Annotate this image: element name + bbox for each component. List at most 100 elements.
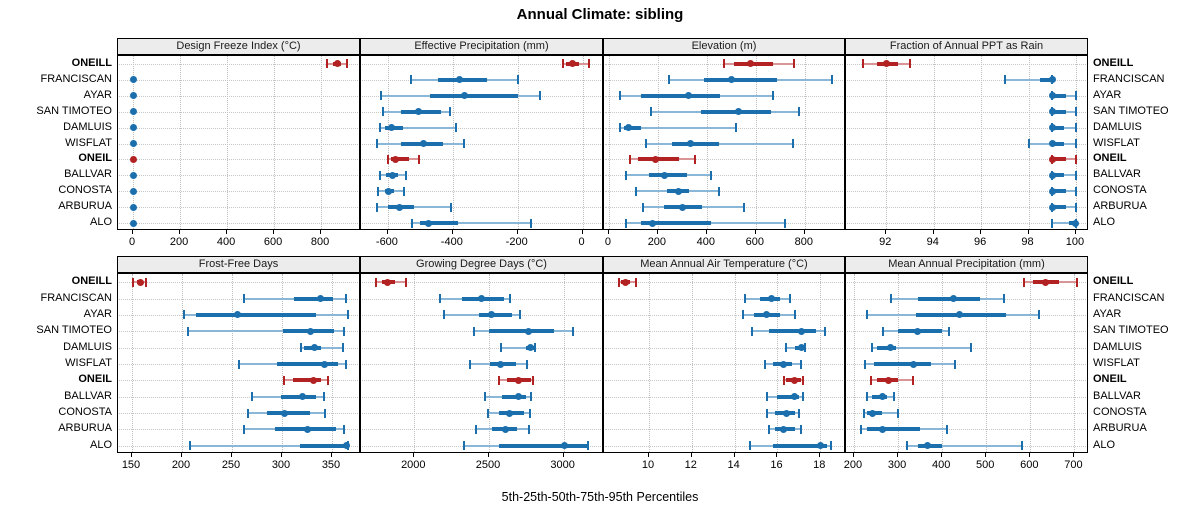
iqr-bar	[777, 394, 799, 399]
row-guide	[847, 331, 1086, 333]
median-dot	[1048, 108, 1056, 116]
median-dot	[501, 425, 509, 433]
whisker-cap	[343, 424, 345, 434]
whisker-cap	[283, 375, 285, 385]
whisker-cap	[345, 59, 348, 69]
whisker-cap	[791, 139, 794, 148]
row-guide	[605, 396, 843, 398]
median-dot	[388, 171, 396, 179]
row-guide	[847, 159, 1086, 161]
station-label-right: BALLVAR	[1093, 168, 1141, 181]
station-label-left: BALLVAR	[64, 168, 112, 181]
gridline-vertical	[981, 56, 983, 229]
row-guide	[119, 207, 358, 209]
median-dot	[648, 219, 656, 227]
median-dot	[661, 171, 668, 179]
iqr-bar	[267, 411, 310, 416]
axis-tick	[516, 230, 518, 234]
row-guide	[119, 223, 358, 225]
station-label-right: AYAR	[1093, 307, 1122, 320]
whisker-cap	[243, 294, 245, 304]
whisker-cap	[1022, 277, 1025, 287]
axis-tick-label: -400	[440, 236, 463, 248]
axis-tick	[181, 453, 182, 457]
axis-tick	[179, 230, 181, 234]
median-dot	[1048, 203, 1056, 211]
whisker-cap	[486, 408, 489, 418]
whisker-cap	[377, 186, 380, 196]
median-dot	[487, 311, 495, 319]
axis-tick-label: 600	[263, 236, 283, 248]
median-dot	[280, 409, 288, 417]
axis-tick-label: 400	[696, 236, 716, 248]
whisker-cap	[499, 343, 502, 353]
whisker-range	[1052, 222, 1076, 225]
axis-tick-label: 800	[794, 236, 814, 248]
whisker-cap	[735, 123, 738, 133]
whisker-cap	[750, 326, 753, 336]
whisker-cap	[324, 408, 326, 418]
axis-tick	[941, 453, 943, 457]
median-dot	[514, 376, 522, 384]
median-dot	[560, 442, 568, 450]
median-dot	[735, 108, 743, 116]
median-dot	[420, 140, 428, 147]
station-label-left: SAN TIMOTEO	[36, 324, 112, 337]
station-label-left: AYAR	[83, 88, 112, 101]
row-guide	[605, 429, 843, 431]
whisker-cap	[1074, 186, 1077, 196]
whisker-cap	[562, 59, 565, 69]
iqr-bar	[1068, 221, 1076, 226]
whisker-cap	[378, 170, 381, 180]
row-guide	[362, 207, 601, 209]
whisker-cap	[375, 202, 378, 212]
axis-tick-label: 98	[1021, 236, 1034, 248]
whisker-cap	[380, 91, 383, 101]
axis-tick	[852, 453, 854, 457]
axis-tick-label: 94	[926, 236, 939, 248]
gridline-vertical	[563, 274, 565, 452]
whisker-cap	[947, 326, 950, 336]
whisker-cap	[529, 392, 532, 402]
axis-tick	[487, 453, 489, 457]
whisker-cap	[417, 154, 420, 164]
whisker-cap	[881, 326, 884, 336]
whisker-cap	[378, 123, 381, 133]
percentile-caption: 5th-25th-50th-75th-95th Percentiles	[501, 490, 699, 504]
iqr-bar	[502, 394, 526, 399]
whisker-cap	[497, 375, 500, 385]
axis-tick	[1073, 453, 1075, 457]
whisker-cap	[667, 75, 670, 85]
median-dot	[460, 92, 468, 100]
station-label-left: ONEIL	[78, 373, 112, 386]
whisker-cap	[649, 107, 652, 117]
iqr-bar	[917, 296, 980, 301]
row-guide	[119, 429, 358, 431]
whisker-range	[188, 330, 344, 333]
gridline-vertical	[853, 274, 855, 452]
median-dot	[685, 92, 692, 100]
median-dot	[478, 295, 486, 303]
whisker-cap	[800, 424, 803, 434]
station-label-left: FRANCISCAN	[40, 72, 112, 85]
axis-tick	[451, 230, 453, 234]
axis-tick-label: 200	[171, 459, 191, 471]
median-dot	[515, 393, 523, 401]
axis-tick	[733, 453, 735, 457]
gridline-vertical	[132, 274, 133, 452]
whisker-cap	[1074, 107, 1077, 117]
station-label-right: SAN TIMOTEO	[1093, 104, 1169, 117]
whisker-range	[301, 346, 343, 349]
whisker-cap	[635, 277, 638, 287]
row-guide	[362, 159, 601, 161]
row-guide	[362, 347, 601, 349]
axis-tick	[607, 230, 609, 234]
axis-tick-label: 700	[1064, 459, 1083, 471]
whisker-cap	[892, 392, 895, 402]
axis-tick	[231, 453, 232, 457]
row-guide	[119, 127, 358, 129]
whisker-cap	[1027, 139, 1030, 148]
iqr-bar	[430, 93, 518, 98]
axis-tick-label: 300	[887, 459, 907, 471]
row-guide	[362, 63, 601, 65]
